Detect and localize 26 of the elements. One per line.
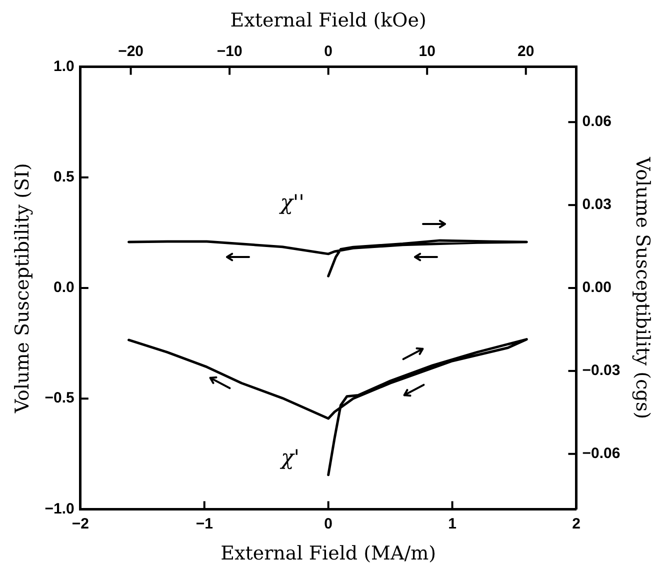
y2-tick-label: 0.00 [582,279,612,296]
y2-tick-label: −0.03 [582,362,620,380]
series-label: χ' [279,445,300,470]
y-tick-label: 1.0 [54,58,74,75]
x2-tick-label: −10 [216,42,242,60]
x2-tick-label: 10 [418,42,436,60]
y-tick-label: 0.0 [54,279,74,296]
series-label: χ'' [278,190,304,215]
x2-tick-label: 20 [518,42,534,60]
x-tick-label: −1 [196,515,213,532]
x-axis-title: External Field (MA/m) [220,542,436,565]
x2-tick-label: 0 [324,42,332,60]
y-tick-label: 0.5 [54,168,74,186]
x-tick-label: 0 [324,515,332,532]
x2-axis-title: External Field (kOe) [230,9,426,32]
x-tick-label: 2 [572,515,580,532]
y2-tick-label: 0.06 [582,113,612,130]
y-axis-title: Volume Susceptibility (SI) [11,163,34,414]
y2-tick-label: 0.03 [582,196,612,214]
x2-tick-label: −20 [118,42,144,60]
x-tick-label: 1 [448,515,456,532]
y2-tick-label: −0.06 [582,445,620,462]
y2-axis-title: Volume Susceptibility (cgs) [632,156,654,419]
x-tick-label: −2 [72,515,89,532]
y-tick-label: −1.0 [44,500,74,518]
y-tick-label: −0.5 [44,390,74,407]
